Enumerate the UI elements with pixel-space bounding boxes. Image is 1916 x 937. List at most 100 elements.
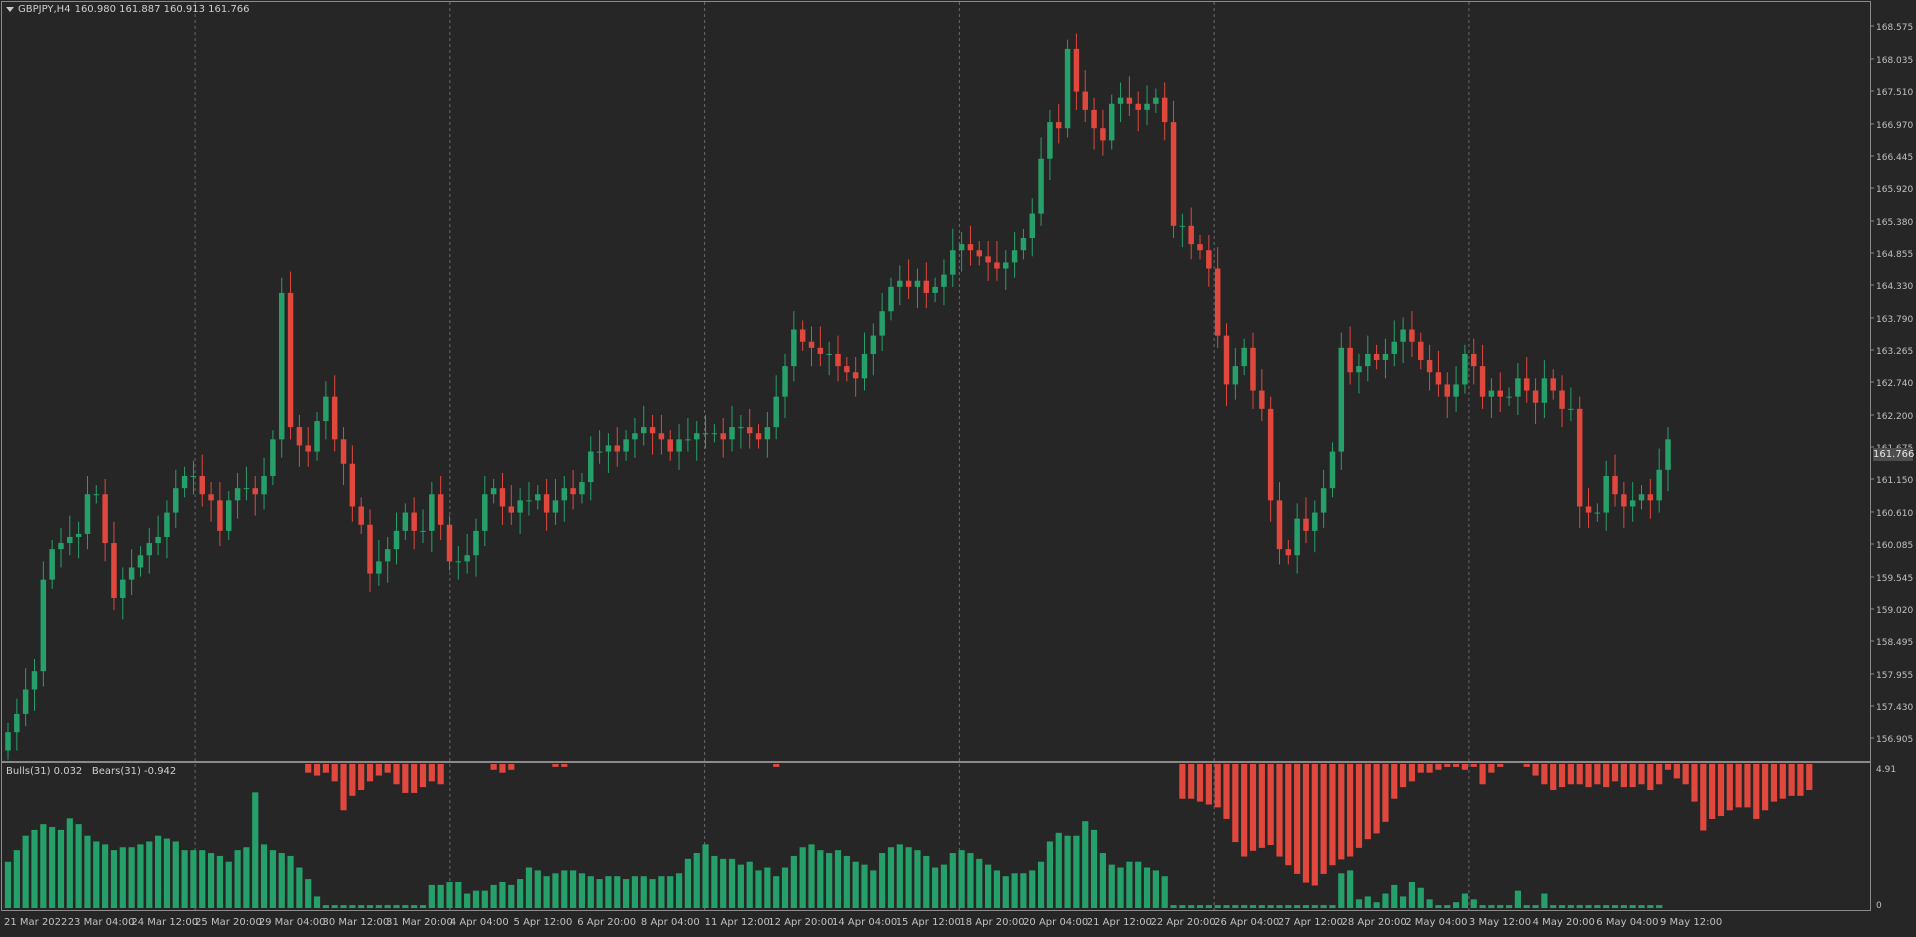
candle-body [1594,512,1601,514]
bulls-bar [1249,905,1257,908]
candle-body [146,543,153,556]
candle-body [173,488,179,513]
bears-bar [428,764,435,782]
candle-body [985,256,991,263]
bulls-label: Bulls(31) 0.032 [6,766,83,777]
candle-body [1294,518,1300,556]
candle-body [14,713,20,733]
candle-body [596,451,603,453]
bulls-bar [1029,870,1036,908]
candle-body [1365,353,1371,367]
bears-bar [1594,764,1601,785]
bulls-bar [13,850,20,908]
bears-bar [1753,764,1760,819]
candle-body [31,671,38,690]
collapse-triangle-icon[interactable] [6,7,14,12]
bulls-bar [393,905,400,908]
bears-bar [393,764,400,785]
bulls-bar [887,847,895,908]
candle-body [1259,390,1265,409]
bulls-bar [1073,835,1080,908]
bulls-bar [1099,853,1106,908]
bulls-bar [1514,890,1521,908]
bulls-bar [313,896,321,908]
candle-body [429,494,435,531]
candle-body [1550,378,1556,391]
price-label: 166.970 [1876,121,1913,131]
bulls-bar [1461,893,1469,908]
time-label: 30 Mar 12:00 [322,917,389,928]
time-label: 23 Mar 04:00 [68,917,135,928]
price-label: 158.495 [1876,638,1913,648]
bulls-bar [932,867,939,908]
candle-body [1647,494,1654,501]
candle-body [1214,268,1221,336]
bears-bar [1408,764,1416,782]
bulls-bar [1488,905,1495,908]
bulls-bar [517,879,524,908]
bulls-bar [578,873,586,908]
bulls-bar [216,855,224,908]
bulls-bar [1082,821,1089,908]
bears-bar [1709,764,1716,819]
chart-frame [1,1,1871,911]
candle-body [649,427,656,434]
bears-bar [508,764,515,770]
price-label: 156.905 [1876,735,1913,745]
bears-bar [1417,764,1424,773]
price-label: 159.545 [1876,574,1913,584]
candle-body [270,439,276,476]
candle-body [932,286,938,293]
bears-bar [1444,764,1451,767]
bulls-bar [137,844,144,908]
bulls-bar [437,884,444,908]
bears-bar [1576,764,1583,785]
bears-bar [1302,764,1310,883]
price-label: 167.510 [1876,88,1913,98]
bears-bar [1232,764,1239,843]
candle-body [358,506,364,525]
bears-bar [499,764,506,773]
candle-body [791,329,797,367]
bulls-bar [1558,905,1566,908]
bulls-bar [1241,905,1248,908]
bears-bar [322,764,329,773]
candle-body [641,427,647,434]
bulls-bar [852,861,859,908]
price-label: 160.610 [1876,509,1913,519]
bulls-bar [1179,905,1186,908]
candle-body [490,488,497,495]
bulls-bar [764,867,771,908]
candle-body [658,433,665,440]
bears-bar [1611,764,1619,782]
candle-body [120,579,126,598]
bulls-bar [93,841,100,908]
bulls-bar [702,844,709,908]
candle-body [1197,244,1203,251]
bulls-bar [781,867,789,908]
bulls-bar [1108,864,1115,908]
bulls-bar [1435,905,1442,908]
bulls-bar [455,881,462,908]
time-label: 24 Mar 12:00 [131,917,198,928]
bears-bar [375,764,382,776]
candle-body [393,530,400,550]
bulls-bar [1647,905,1654,908]
bulls-bar [1135,861,1142,908]
bulls-bar [66,818,73,908]
bulls-bar [305,879,312,908]
time-label: 6 May 04:00 [1596,917,1658,928]
candle-body [861,353,868,379]
bears-bar [552,764,559,767]
candle-body [808,341,815,348]
candle-body [746,427,753,434]
bulls-bears-histogram [4,764,1813,908]
bulls-bar [1214,905,1221,908]
bulls-bar [596,879,603,908]
bulls-bar [1656,905,1663,908]
bulls-bar [693,853,700,908]
bears-bar [1338,764,1345,860]
bulls-bar [287,855,294,908]
